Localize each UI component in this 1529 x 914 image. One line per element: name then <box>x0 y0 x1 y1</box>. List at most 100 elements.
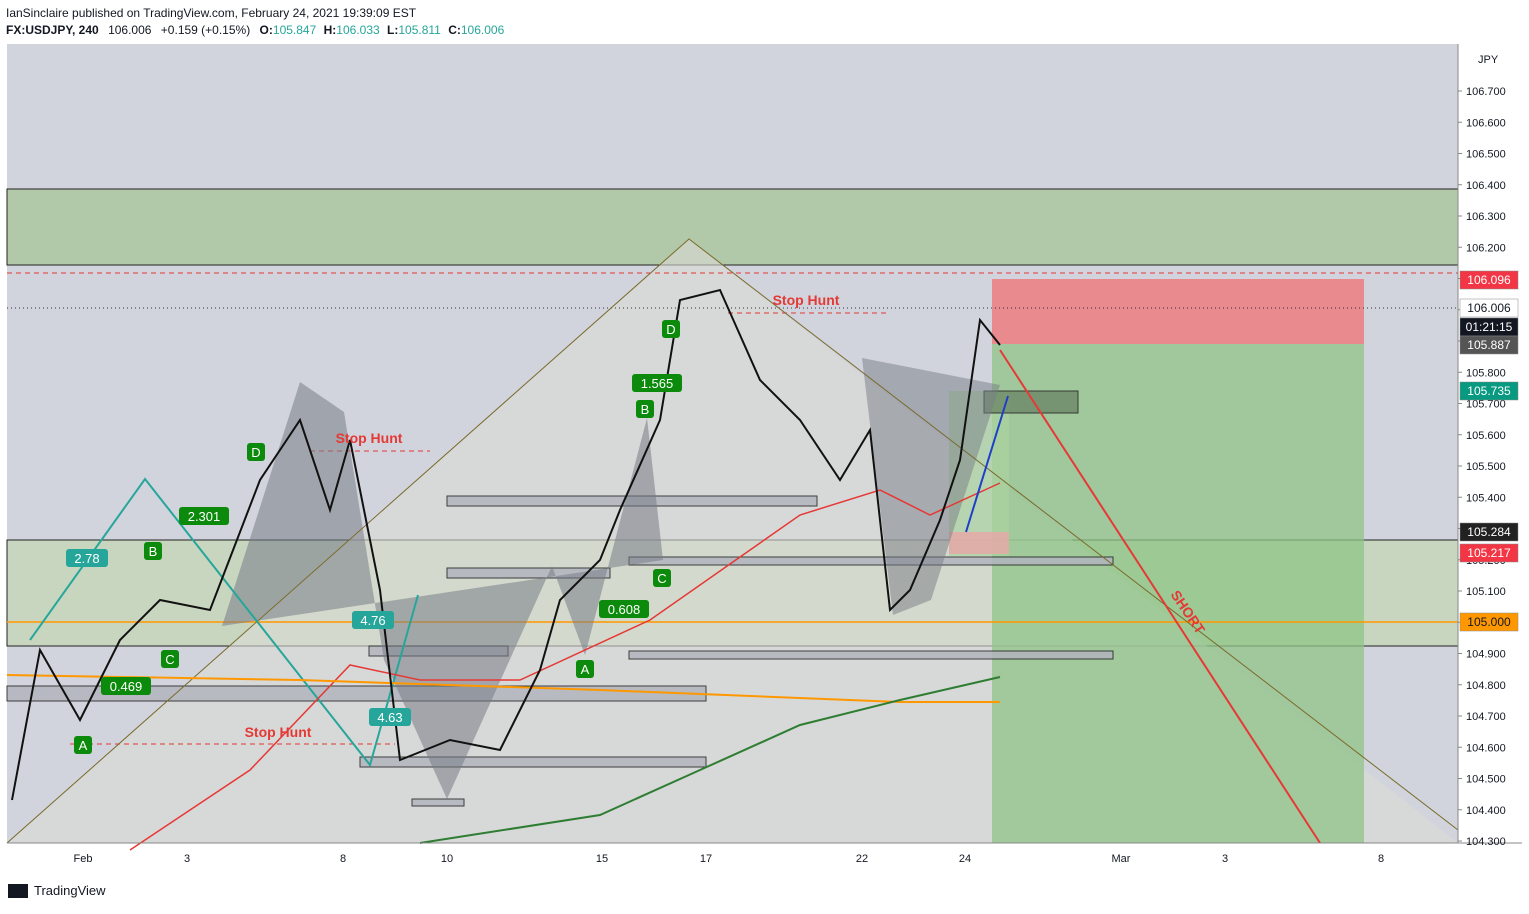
price-label: 104.500 <box>1466 774 1506 786</box>
time-label: 17 <box>700 853 712 865</box>
price-tag: 105.887 <box>1467 338 1511 352</box>
price-label: 106.700 <box>1466 86 1506 98</box>
pattern-label-bg <box>636 400 654 418</box>
currency: JPY <box>1478 54 1499 66</box>
pattern-label: 4.63 <box>377 710 402 725</box>
logo <box>8 884 28 898</box>
pattern-label: A <box>581 662 590 677</box>
pattern-label-bg <box>369 708 411 726</box>
close: 106.006 <box>461 23 505 37</box>
price-label: 106.500 <box>1466 149 1506 161</box>
price-tag: 105.284 <box>1467 525 1511 539</box>
pattern-label: D <box>251 445 260 460</box>
pattern-label-bg <box>662 320 680 338</box>
pattern-label-bg <box>632 374 682 392</box>
pattern-label-bg <box>576 660 594 678</box>
pattern-label-bg <box>599 600 649 618</box>
ema-green <box>419 676 1001 844</box>
pattern-label: A <box>79 738 88 753</box>
pattern-label: C <box>657 571 666 586</box>
price-tag: 105.735 <box>1467 384 1511 398</box>
stop-hunt-label: Stop Hunt <box>773 292 840 308</box>
change: +0.159 (+0.15%) <box>161 23 250 37</box>
stop-zone <box>992 279 1364 344</box>
time-label: Feb <box>74 853 93 865</box>
high-label: H: <box>324 23 337 37</box>
pattern-label: 0.469 <box>110 679 143 694</box>
price-tag-bg <box>1459 270 1519 290</box>
trend-lines <box>6 238 1459 844</box>
open-label: O: <box>260 23 273 37</box>
pattern-label-bg <box>247 443 265 461</box>
price-label: 105.500 <box>1466 461 1506 473</box>
ema-orange <box>6 674 1000 703</box>
price-label: 105.400 <box>1466 492 1506 504</box>
price-label: 104.600 <box>1466 742 1506 754</box>
resistance-zone <box>6 188 1459 266</box>
price-path <box>11 288 1001 801</box>
plot-area <box>6 44 1459 851</box>
price-label: 106.200 <box>1466 242 1506 254</box>
pattern-label-bg <box>352 611 394 629</box>
pattern-label-bg <box>74 736 92 754</box>
pattern-label: C <box>165 652 174 667</box>
pattern-label: 0.608 <box>608 602 641 617</box>
pattern-label: 4.76 <box>360 613 385 628</box>
time-label: 8 <box>340 853 346 865</box>
price-tag: 106.096 <box>1467 273 1511 287</box>
price-tag-bg <box>1459 335 1519 355</box>
low-label: L: <box>387 23 398 37</box>
price-label: 105.700 <box>1466 399 1506 411</box>
stop-hunt-label: Stop Hunt <box>336 430 403 446</box>
price-label: 105.600 <box>1466 430 1506 442</box>
long-arrow <box>965 395 1009 533</box>
price-label: 105.800 <box>1466 367 1506 379</box>
price-tag-bg <box>1459 612 1519 632</box>
time-label: 3 <box>1222 853 1228 865</box>
time-label: Mar <box>1112 853 1131 865</box>
pattern-label-bg <box>66 549 108 567</box>
time-label: 24 <box>959 853 971 865</box>
price-tag-bg <box>1459 522 1519 542</box>
price-label: 105.100 <box>1466 586 1506 598</box>
short-arrow <box>999 349 1321 844</box>
pattern-label: 2.301 <box>188 509 221 524</box>
price-label: 104.700 <box>1466 711 1506 723</box>
open: 105.847 <box>273 23 317 37</box>
pattern-label: B <box>149 544 158 559</box>
price-tag: 01:21:15 <box>1466 320 1513 334</box>
price-tag: 105.217 <box>1467 546 1511 560</box>
price-label: 104.400 <box>1466 805 1506 817</box>
ohlc-line: FX:USDJPY, 240 106.006 +0.159 (+0.15%) O… <box>6 23 505 37</box>
pattern-label-bg <box>161 650 179 668</box>
last: 106.006 <box>108 23 152 37</box>
long-stop <box>949 532 1009 554</box>
price-label: 106.400 <box>1466 180 1506 192</box>
target-zone <box>992 344 1364 843</box>
pattern-label: 1.565 <box>641 376 674 391</box>
pattern-label-bg <box>653 569 671 587</box>
price-tag-bg <box>1459 298 1519 318</box>
price-tag-bg <box>1459 381 1519 401</box>
harmonic-pattern <box>222 382 663 799</box>
price-tag: 105.000 <box>1467 615 1511 629</box>
pattern-label-bg <box>101 677 151 695</box>
symbol: FX:USDJPY, 240 <box>6 23 99 37</box>
price-label: 106.600 <box>1466 117 1506 129</box>
high: 106.033 <box>336 23 380 37</box>
time-label: 10 <box>441 853 453 865</box>
pattern-label: 2.78 <box>74 551 99 566</box>
low: 105.811 <box>398 23 441 37</box>
time-label: 3 <box>184 853 190 865</box>
price-label: 104.800 <box>1466 680 1506 692</box>
time-label: 8 <box>1378 853 1384 865</box>
price-tag-bg <box>1459 543 1519 563</box>
price-label: 104.900 <box>1466 649 1506 661</box>
footer-brand: TradingView <box>34 883 106 898</box>
stop-hunt-label: Stop Hunt <box>245 724 312 740</box>
ema-red <box>129 482 1001 851</box>
pattern-label-bg <box>144 542 162 560</box>
pattern-label: B <box>641 402 650 417</box>
pattern-label: D <box>666 322 675 337</box>
